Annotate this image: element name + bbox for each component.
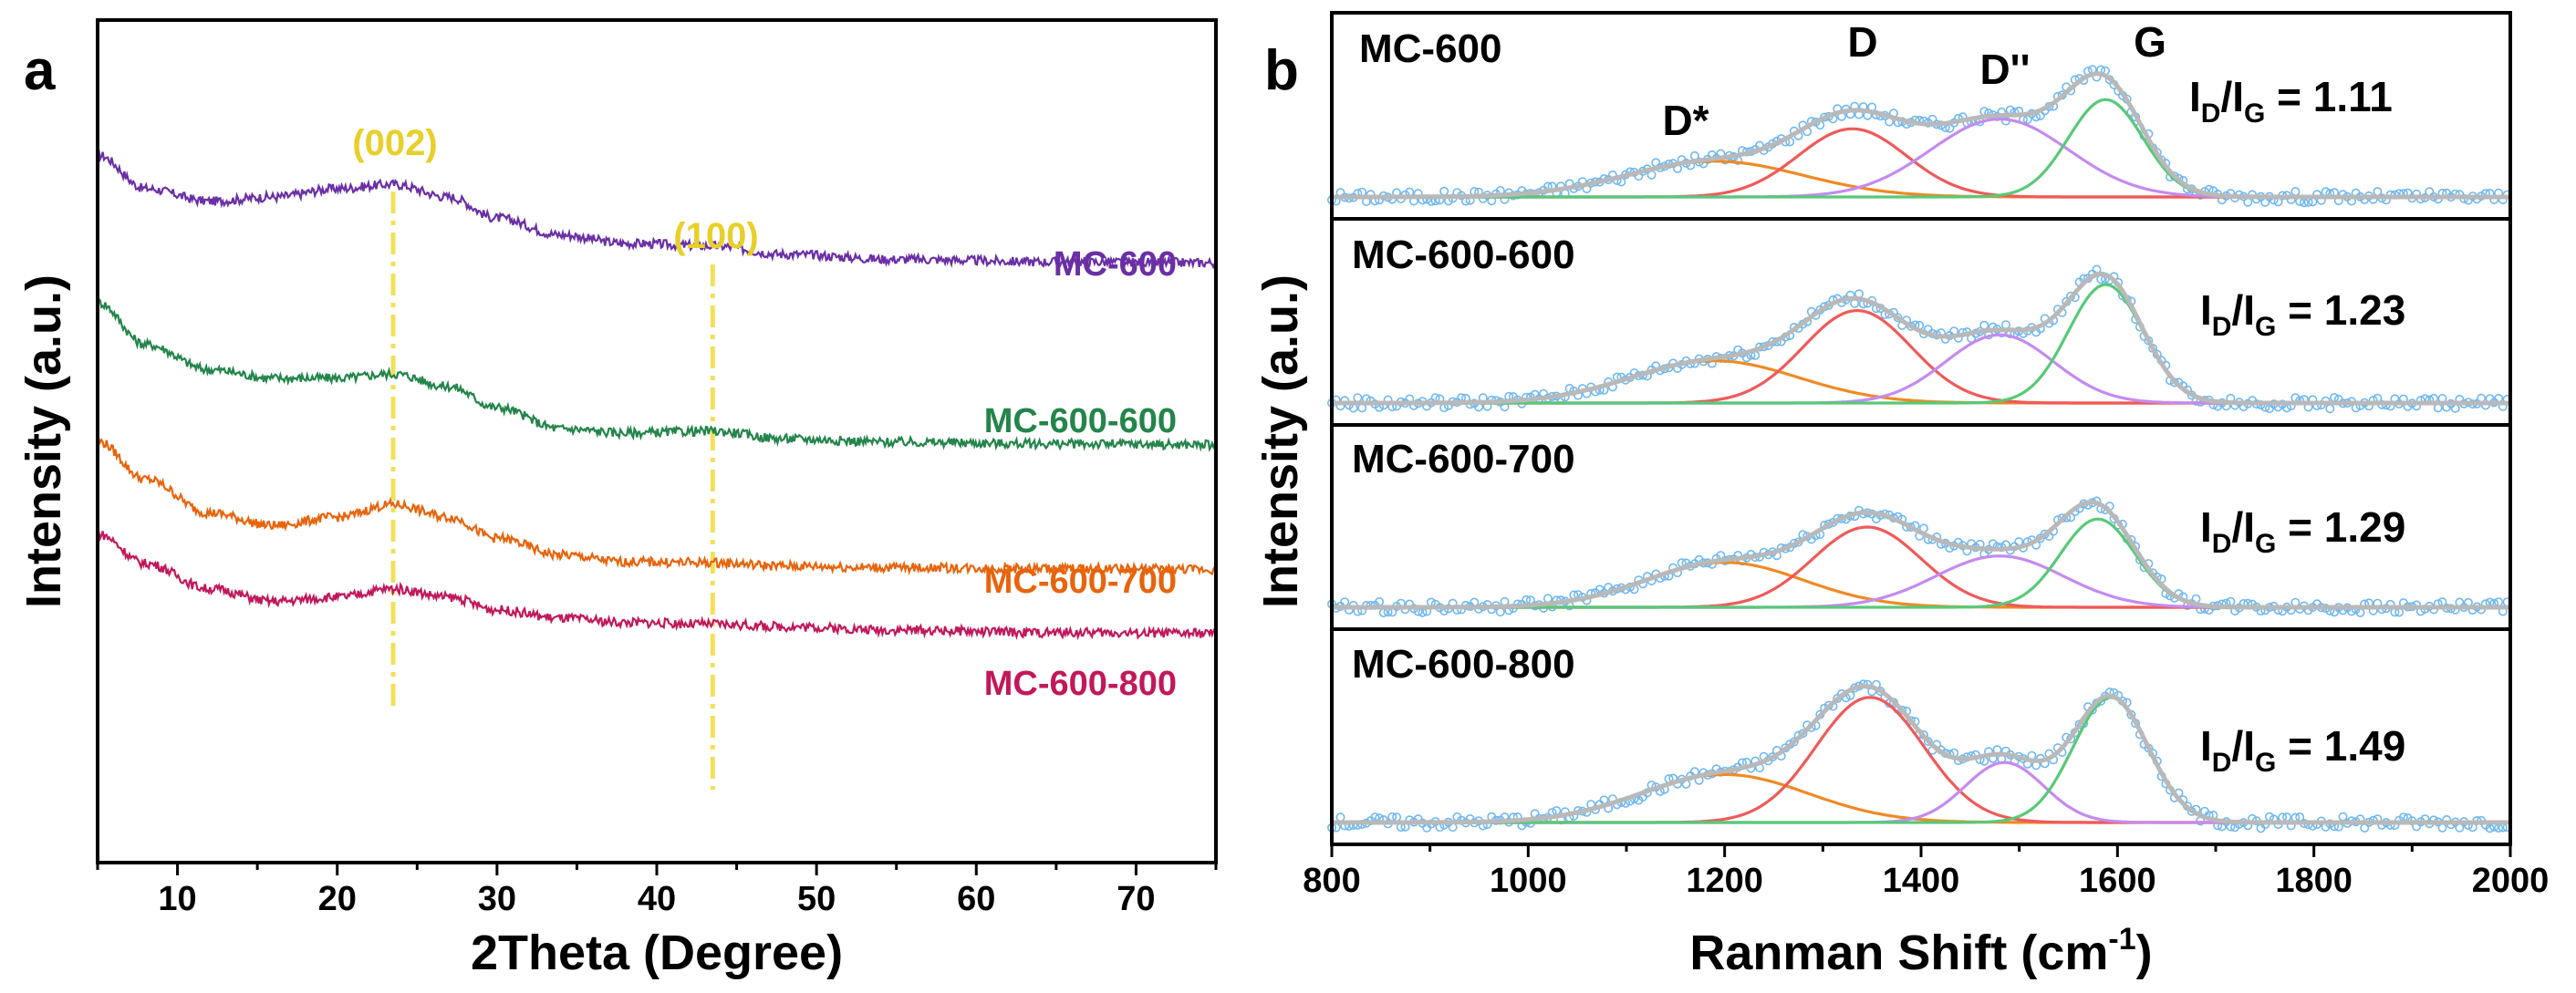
a-annotation-002: (002)	[352, 123, 437, 163]
svg-text:ID/IG = 1.23: ID/IG = 1.23	[2200, 286, 2405, 342]
b-raw-point	[2243, 197, 2253, 207]
panel-b-raman: b MC-600 MC-600-600 MC-600-700 MC-600-80…	[1253, 11, 2549, 980]
b-raw-point	[1495, 607, 1505, 617]
a-x-tick-label: 30	[478, 880, 516, 918]
b-raw-point	[1979, 320, 1989, 330]
b-raw-point	[2455, 597, 2465, 607]
b-x-tick-label: 1400	[1883, 862, 1960, 900]
a-x-tick-label: 50	[797, 880, 836, 918]
b-ratio-mc600-700: ID/IG = 1.29	[2200, 503, 2405, 559]
b-fit-envelope	[1332, 500, 2510, 610]
b-x-axis-title: Ranman Shift (cm-1)	[1689, 922, 2152, 980]
b-peak-label-ddbl: D''	[1979, 46, 2030, 93]
a-x-tick-label: 40	[638, 880, 676, 918]
a-label-mc600-700: MC-600-700	[984, 563, 1177, 601]
b-ratio-mc600: ID/IG = 1.11	[2189, 73, 2393, 129]
b-x-tick-label: 1200	[1686, 862, 1763, 900]
a-y-axis-title: Intensity (a.u.)	[16, 274, 71, 608]
a-label-mc600-800: MC-600-800	[984, 665, 1177, 703]
b-raw-point	[1353, 393, 1363, 403]
a-series-mc-600-600	[96, 297, 1218, 452]
b-peak-dstar	[1332, 359, 2510, 405]
b-fit-envelope	[1332, 683, 2510, 825]
b-raw-point	[1439, 186, 1449, 196]
b-raw-point	[1651, 158, 1661, 168]
b-x-tick-label: 1000	[1490, 862, 1567, 900]
panel-a-xrd: a MC-600 MC-600-600 MC-600-700 MC-600-80…	[16, 18, 1218, 980]
b-x-tick-label: 1800	[2275, 862, 2353, 900]
a-x-tick-label: 10	[158, 880, 196, 918]
b-raw-point	[2450, 403, 2460, 413]
a-plot-frame	[96, 18, 1218, 864]
b-raw-point	[1789, 737, 1799, 747]
b-x-tick-label: 2000	[2472, 862, 2550, 900]
b-raw-point	[2425, 187, 2435, 197]
a-x-tick-label: 20	[318, 880, 357, 918]
b-sample-mc600-700: MC-600-700	[1352, 437, 1575, 481]
a-series-mc-600-700	[96, 436, 1217, 577]
b-raw-point	[2437, 822, 2447, 833]
b-spectrum-mc-600-800	[1327, 679, 2512, 833]
b-peak-label-dstar: D*	[1662, 97, 1709, 144]
b-curves-group	[1327, 65, 2512, 833]
a-guide-lines	[390, 191, 715, 790]
b-peak-ddbl	[1332, 117, 2510, 199]
a-label-mc600-600: MC-600-600	[984, 402, 1177, 440]
a-x-tick-label: 70	[1117, 880, 1155, 918]
b-y-axis-title: Intensity (a.u.)	[1253, 274, 1308, 608]
b-raw-point	[2325, 404, 2335, 414]
b-peak-d	[1332, 127, 2510, 199]
b-spectrum-mc-600	[1327, 65, 2512, 208]
b-spectrum-mc-600-600	[1327, 264, 2512, 414]
b-peak-ddbl	[1332, 760, 2510, 824]
b-sample-mc600: MC-600	[1359, 26, 1502, 71]
b-fit-envelope	[1332, 271, 2510, 406]
b-fit-envelope	[1332, 71, 2510, 200]
b-raw-point	[1340, 597, 1350, 607]
b-plot-frame	[1330, 11, 2512, 846]
b-sample-mc600-800: MC-600-800	[1352, 642, 1575, 687]
panel-a-label: a	[24, 39, 56, 102]
b-raw-point	[2290, 187, 2301, 197]
a-series-mc-600	[97, 150, 1218, 270]
a-series-group	[96, 150, 1218, 641]
a-series-mc-600-800	[97, 531, 1217, 641]
b-peak-label-g: G	[2134, 18, 2166, 66]
b-sample-mc600-600: MC-600-600	[1352, 233, 1575, 277]
a-series-labels: MC-600 MC-600-600 MC-600-700 MC-600-800	[984, 245, 1177, 703]
b-x-tick-label: 800	[1303, 862, 1360, 900]
b-peak-label-d: D	[1847, 18, 1877, 66]
svg-text:ID/IG = 1.11: ID/IG = 1.11	[2189, 73, 2393, 129]
a-x-axis: 10 20 30 40 50 60 70	[96, 863, 1218, 918]
b-x-tick-label: 1600	[2079, 862, 2156, 900]
panel-b-label: b	[1264, 39, 1299, 102]
a-x-tick-label: 60	[957, 880, 995, 918]
a-label-mc600: MC-600	[1054, 245, 1177, 284]
b-ratio-mc600-600: ID/IG = 1.23	[2200, 286, 2405, 342]
b-spectrum-mc-600-700	[1327, 496, 2512, 617]
svg-text:ID/IG = 1.29: ID/IG = 1.29	[2200, 503, 2405, 559]
a-annotation-100: (100)	[673, 216, 758, 256]
b-ratio-mc600-800: ID/IG = 1.49	[2200, 722, 2405, 778]
b-x-axis: 800 1000 1200 1400 1600 1800 2000	[1303, 844, 2549, 900]
b-raw-point	[1798, 729, 1808, 739]
b-raw-point	[1335, 812, 1345, 822]
b-raw-point	[2001, 320, 2011, 330]
a-x-axis-title: 2Theta (Degree)	[471, 926, 843, 980]
svg-text:ID/IG = 1.49: ID/IG = 1.49	[2200, 722, 2405, 778]
